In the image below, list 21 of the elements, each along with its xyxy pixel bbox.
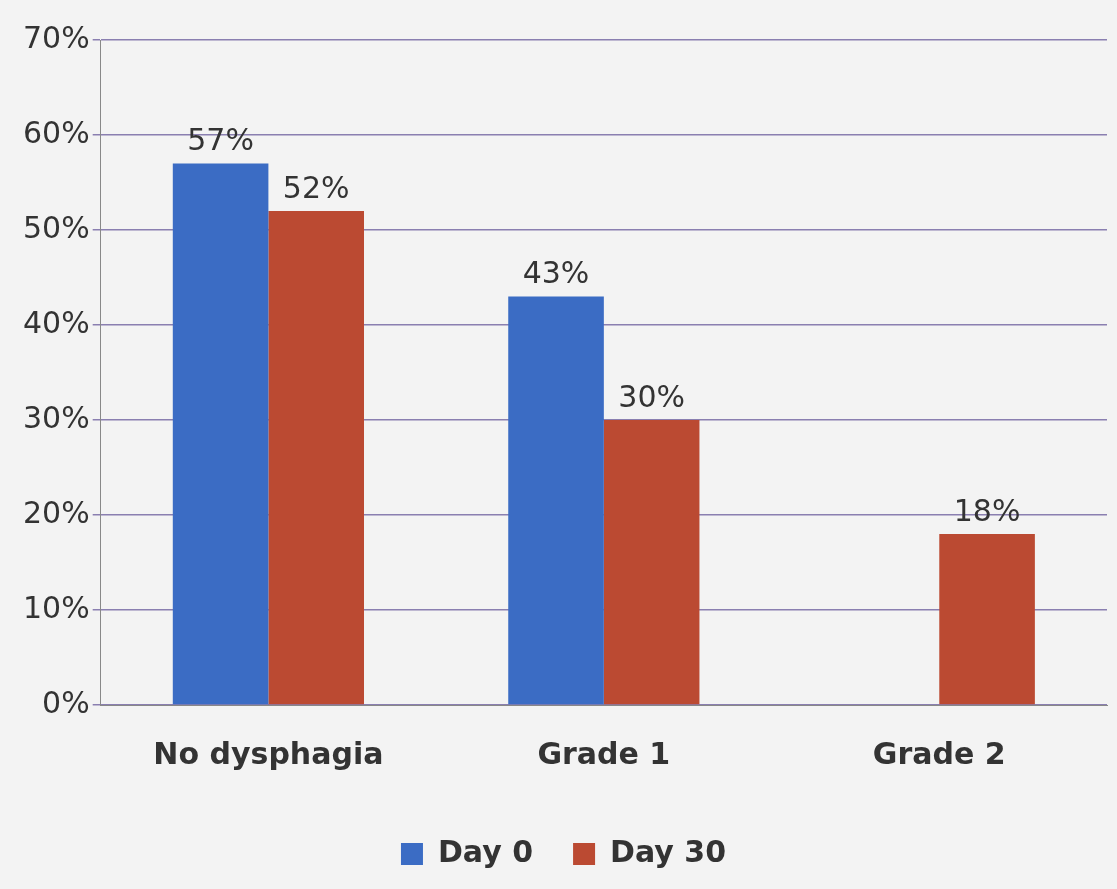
bar (603, 420, 700, 705)
bar (268, 211, 364, 705)
y-tick-label: 60% (22, 114, 90, 150)
data-label: 52% (282, 169, 350, 205)
bar (172, 163, 269, 705)
data-label: 43% (522, 255, 590, 291)
x-tick-label: Grade 2 (872, 735, 1006, 771)
y-tick-label: 10% (22, 589, 90, 625)
legend-label: Day 0 (437, 833, 534, 869)
data-label: 30% (618, 378, 685, 414)
bar (939, 534, 1035, 705)
y-tick-label: 70% (22, 19, 90, 55)
y-tick-label: 50% (22, 209, 90, 245)
x-tick-label: No dysphagia (153, 735, 384, 771)
bar (508, 296, 604, 705)
x-tick-label: Grade 1 (537, 735, 671, 771)
legend-label: Day 30 (610, 833, 727, 869)
y-tick-label: 30% (22, 399, 90, 435)
y-tick-label: 0% (42, 684, 90, 720)
y-tick-label: 20% (22, 494, 90, 530)
y-tick-label: 40% (22, 304, 90, 340)
